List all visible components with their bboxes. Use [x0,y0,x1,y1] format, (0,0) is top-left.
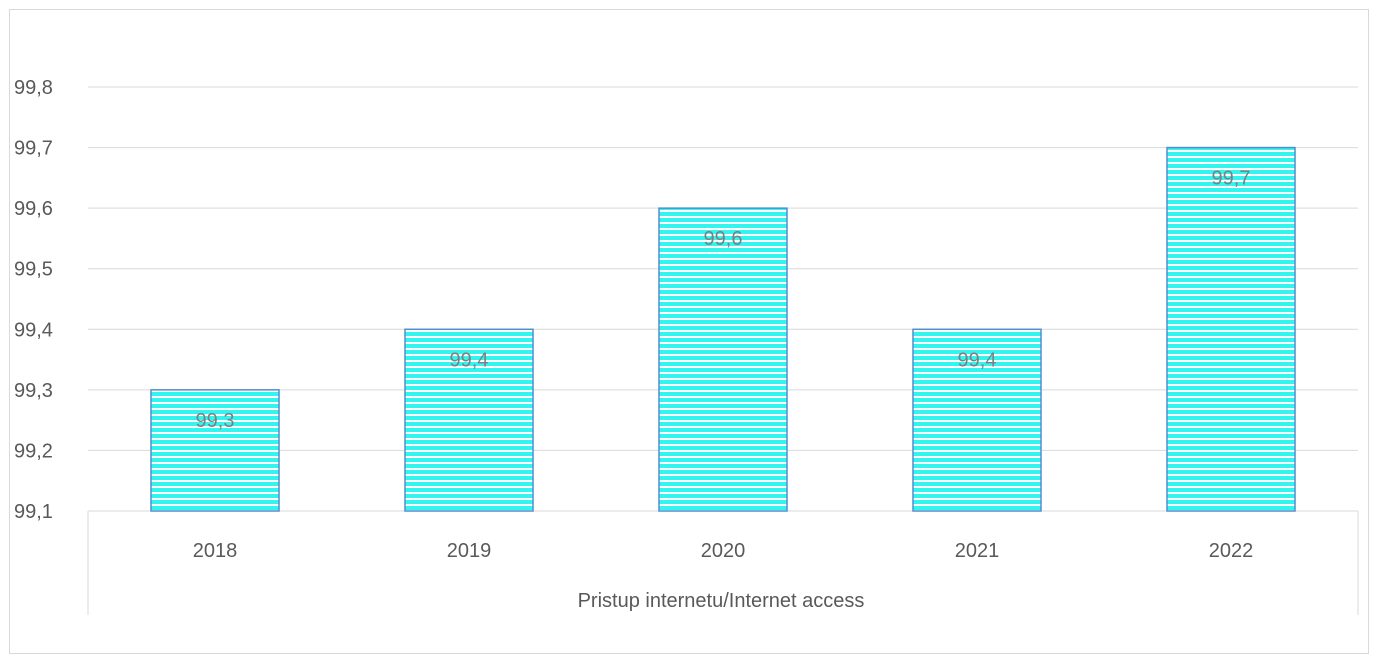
y-tick-label: 99,5 [14,259,53,281]
y-tick-label: 99,7 [14,138,53,160]
y-tick-label: 99,3 [14,380,53,402]
x-tick-label: 2022 [1209,540,1254,562]
bar-2018 [150,389,280,512]
data-label: 99,7 [1212,168,1251,190]
y-tick-label: 99,1 [14,501,53,523]
bar-2019 [404,328,534,512]
x-tick-label: 2018 [193,540,238,562]
x-axis-category-labels: 2018 2019 2020 2021 2022 [193,540,1254,562]
data-label: 99,4 [958,349,997,371]
data-label: 99,3 [196,410,235,432]
y-tick-label: 99,6 [14,198,53,220]
data-labels: 99,3 99,4 99,6 99,4 99,7 [196,168,1251,432]
y-axis-tick-labels: 99,1 99,2 99,3 99,4 99,5 99,6 99,7 99,8 [14,77,53,523]
data-label: 99,4 [450,349,489,371]
x-tick-label: 2019 [447,540,492,562]
y-tick-label: 99,4 [14,319,53,341]
x-tick-label: 2020 [701,540,746,562]
y-tick-label: 99,8 [14,77,53,99]
data-label: 99,6 [704,228,743,250]
bars [150,146,1296,512]
y-tick-label: 99,2 [14,440,53,462]
x-axis-title: Pristup internetu/Internet access [578,590,865,612]
bar-2022 [1166,146,1296,512]
bar-2021 [912,328,1042,512]
bar-2020 [658,207,788,512]
x-tick-label: 2021 [955,540,1000,562]
